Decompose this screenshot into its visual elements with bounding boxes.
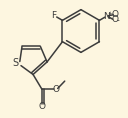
- Text: -: -: [116, 16, 119, 25]
- Text: N: N: [103, 12, 110, 21]
- Text: O: O: [38, 102, 45, 111]
- Text: F: F: [51, 11, 57, 20]
- Text: O: O: [111, 15, 118, 24]
- Text: O: O: [52, 85, 59, 94]
- Text: +: +: [107, 11, 112, 16]
- Text: O: O: [112, 10, 119, 19]
- Text: S: S: [12, 58, 18, 68]
